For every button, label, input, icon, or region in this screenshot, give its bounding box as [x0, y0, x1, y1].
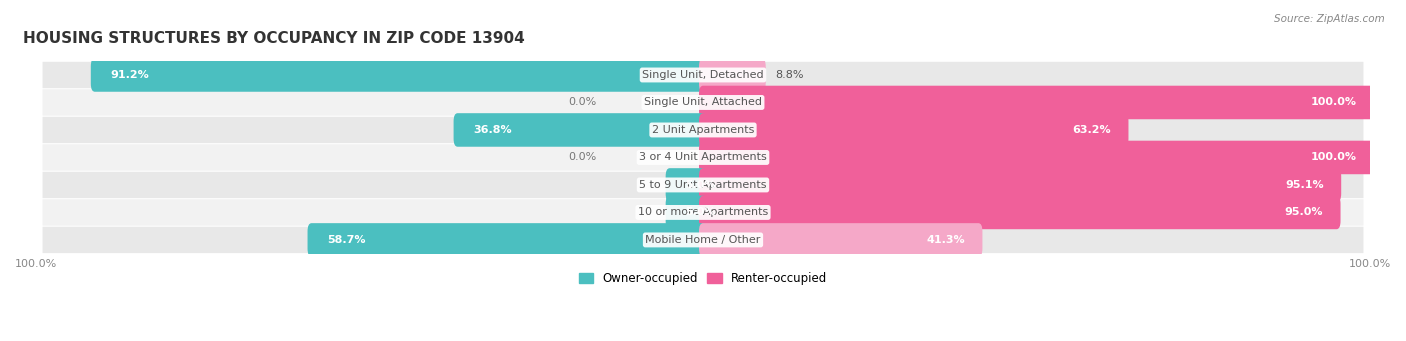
Text: Single Unit, Attached: Single Unit, Attached	[644, 98, 762, 107]
FancyBboxPatch shape	[42, 199, 1364, 226]
Text: Source: ZipAtlas.com: Source: ZipAtlas.com	[1274, 14, 1385, 24]
Text: Single Unit, Detached: Single Unit, Detached	[643, 70, 763, 80]
FancyBboxPatch shape	[454, 113, 707, 147]
FancyBboxPatch shape	[308, 223, 707, 257]
FancyBboxPatch shape	[665, 168, 707, 202]
FancyBboxPatch shape	[699, 113, 1129, 147]
FancyBboxPatch shape	[699, 86, 1374, 119]
Text: 63.2%: 63.2%	[1073, 125, 1111, 135]
Text: 36.8%: 36.8%	[474, 125, 512, 135]
Text: 95.1%: 95.1%	[1285, 180, 1324, 190]
Text: 0.0%: 0.0%	[568, 152, 596, 162]
Text: 91.2%: 91.2%	[111, 70, 149, 80]
Text: Mobile Home / Other: Mobile Home / Other	[645, 235, 761, 245]
Text: 0.0%: 0.0%	[568, 98, 596, 107]
Text: 58.7%: 58.7%	[328, 235, 366, 245]
FancyBboxPatch shape	[42, 227, 1364, 253]
Text: 100.0%: 100.0%	[1310, 152, 1357, 162]
Text: 8.8%: 8.8%	[775, 70, 803, 80]
Text: 3 or 4 Unit Apartments: 3 or 4 Unit Apartments	[640, 152, 766, 162]
FancyBboxPatch shape	[699, 196, 1340, 229]
FancyBboxPatch shape	[699, 223, 983, 257]
FancyBboxPatch shape	[699, 141, 1374, 174]
Text: HOUSING STRUCTURES BY OCCUPANCY IN ZIP CODE 13904: HOUSING STRUCTURES BY OCCUPANCY IN ZIP C…	[22, 31, 524, 46]
Text: 5 to 9 Unit Apartments: 5 to 9 Unit Apartments	[640, 180, 766, 190]
Legend: Owner-occupied, Renter-occupied: Owner-occupied, Renter-occupied	[574, 268, 832, 290]
Text: 5.0%: 5.0%	[686, 180, 716, 190]
FancyBboxPatch shape	[42, 62, 1364, 88]
FancyBboxPatch shape	[42, 117, 1364, 143]
Text: 10 or more Apartments: 10 or more Apartments	[638, 207, 768, 218]
Text: 95.0%: 95.0%	[1285, 207, 1323, 218]
Text: 100.0%: 100.0%	[1310, 98, 1357, 107]
FancyBboxPatch shape	[42, 89, 1364, 116]
FancyBboxPatch shape	[42, 172, 1364, 198]
FancyBboxPatch shape	[91, 58, 707, 92]
Text: 2 Unit Apartments: 2 Unit Apartments	[652, 125, 754, 135]
FancyBboxPatch shape	[699, 58, 766, 92]
Text: 5.0%: 5.0%	[686, 207, 716, 218]
Text: 41.3%: 41.3%	[927, 235, 965, 245]
FancyBboxPatch shape	[42, 144, 1364, 170]
FancyBboxPatch shape	[665, 196, 707, 229]
FancyBboxPatch shape	[699, 168, 1341, 202]
